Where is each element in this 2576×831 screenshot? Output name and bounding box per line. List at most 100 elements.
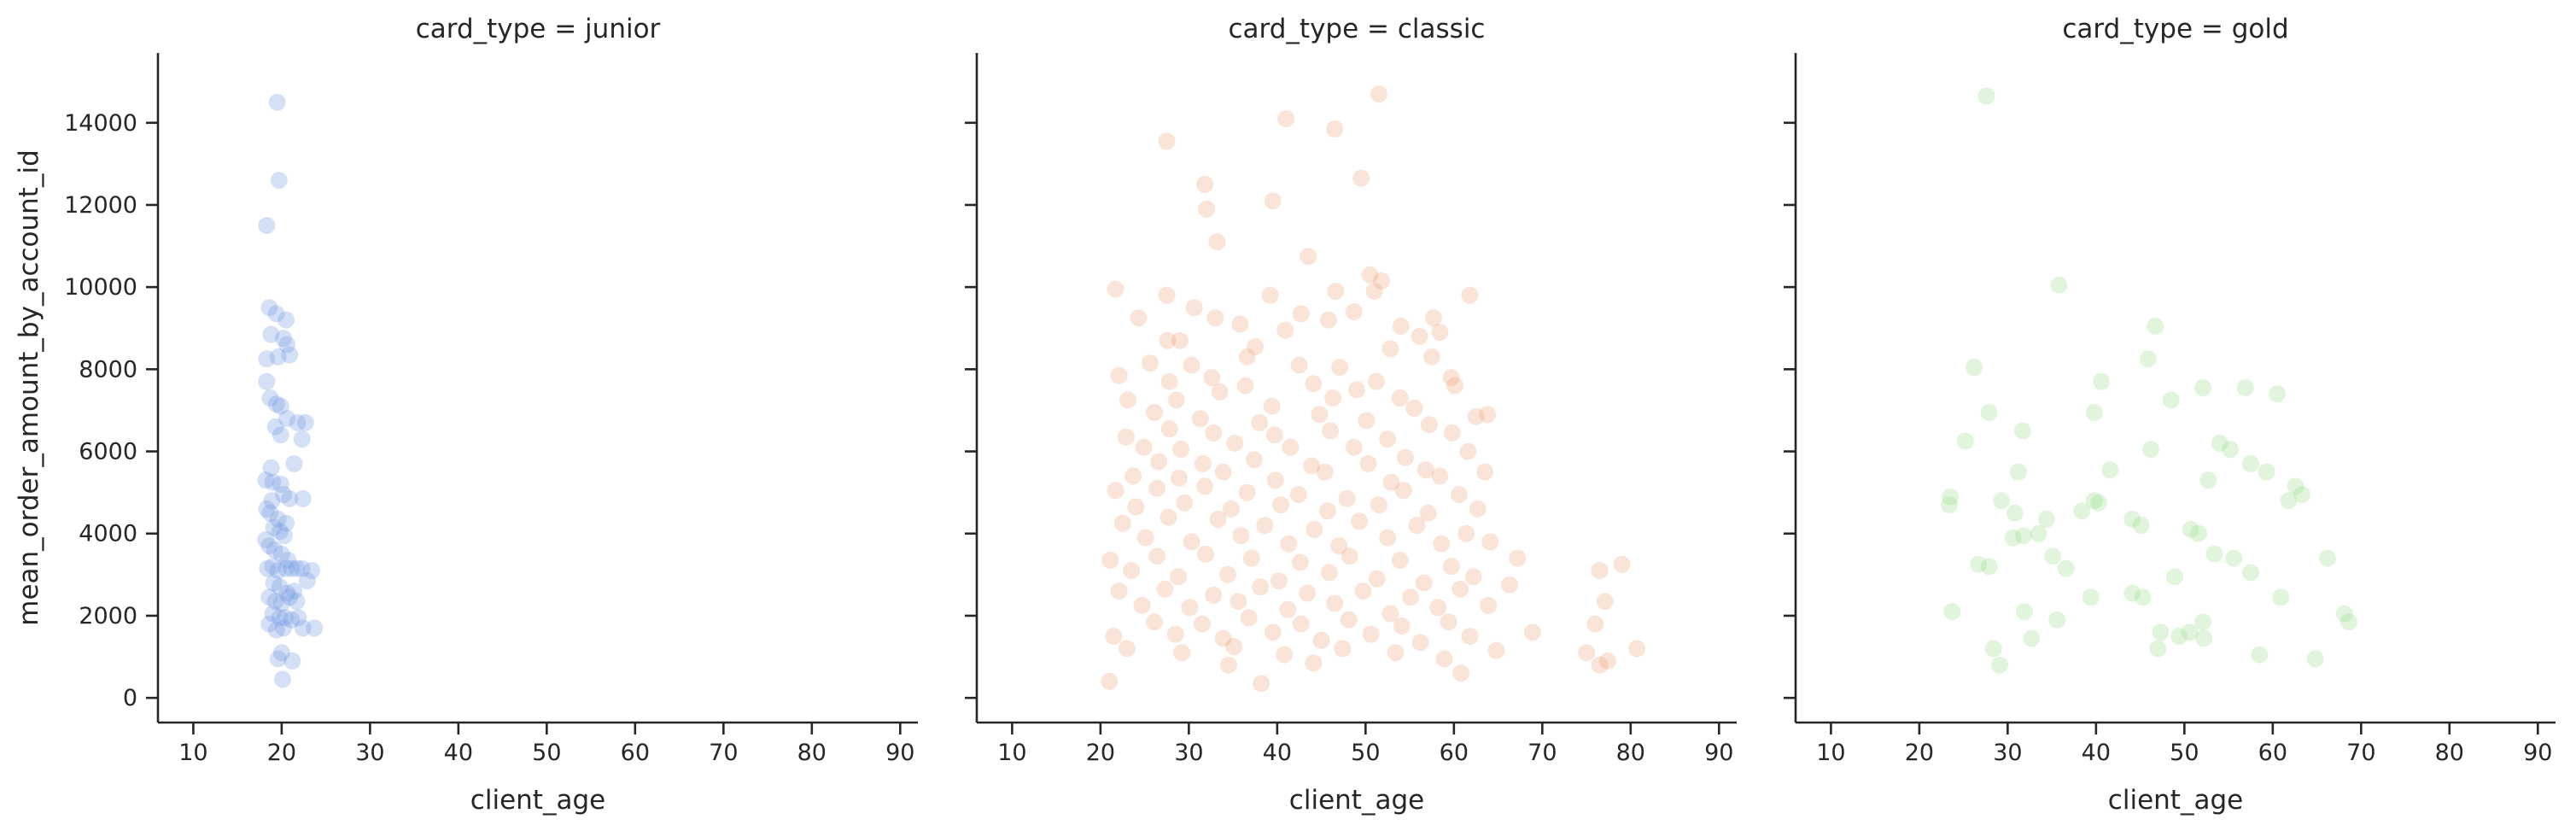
scatter-point [1214,463,1232,481]
scatter-point [1312,631,1330,649]
scatter-point [260,615,278,633]
scatter-point [2152,623,2170,641]
scatter-point [265,518,283,536]
scatter-point [2189,524,2207,542]
scatter-point [1280,535,1298,553]
scatter-point [1159,508,1177,526]
scatter-point [289,609,307,627]
scatter-point [1211,383,1229,401]
scatter-point [1236,377,1254,395]
y-tick-label: 10000 [64,274,137,301]
scatter-point [1480,596,1498,614]
scatter-point [1300,248,1317,266]
scatter-point [1980,558,1998,576]
scatter-point [1133,596,1151,614]
scatter-point [2147,317,2164,335]
scatter-point [2195,629,2213,647]
scatter-point [1452,580,1469,598]
scatter-point [266,593,284,611]
scatter-point [263,492,281,510]
scatter-point [2242,564,2259,582]
x-tick-label: 60 [2258,740,2287,766]
scatter-point [2082,588,2100,606]
scatter-point [2139,350,2157,368]
scatter-point [1291,553,1309,571]
scatter-point [1379,529,1397,547]
scatter-point [2023,629,2041,647]
scatter-point [268,93,286,111]
scatter-point [1381,605,1399,623]
x-tick-label: 20 [267,740,296,766]
scatter-point [1431,467,1449,485]
scatter-point [1146,403,1163,421]
scatter-point [1226,434,1244,452]
scatter-point [273,670,291,688]
scatter-point [1238,483,1256,501]
x-tick-label: 50 [2170,740,2199,766]
scatter-point [1941,496,1959,514]
scatter-point [2132,517,2150,535]
scatter-point [1127,498,1145,516]
scatter-point [2149,640,2167,658]
scatter-point [1290,356,1308,374]
scatter-point [1238,348,1256,366]
x-tick-label: 50 [1351,740,1380,766]
scatter-point [2101,461,2119,479]
x-tick-label: 40 [2082,740,2111,766]
scatter-point [1984,640,2002,658]
scatter-point [1598,652,1616,670]
scatter-point [1338,489,1356,507]
scatter-point [1367,372,1385,390]
scatter-point [1279,600,1297,618]
scatter-point [2016,603,2033,621]
scatter-point [289,413,307,431]
scatter-point [2225,549,2243,567]
scatter-point [2293,486,2310,504]
scatter-point [2222,441,2240,459]
facet-panel-0: card_type = junior 0 2000 4000 6000 8000 10000… [64,14,918,816]
scatter-point [2004,529,2022,547]
scatter-point [277,311,295,329]
scatter-point [1433,535,1451,553]
scatter-point [272,644,290,662]
scatter-point [1183,356,1200,374]
y-tick-label: 2000 [79,603,137,629]
scatter-point [288,559,306,577]
x-tick-label: 10 [1816,740,1845,766]
scatter-point [262,325,280,343]
scatter-point [1305,654,1323,672]
scatter-point [1596,593,1614,611]
scatter-point [1442,369,1460,386]
facet-panel-2: card_type = gold 10 20 30 40 50 60 70 80 90 client… [1784,14,2556,816]
panel-title: card_type = gold [2062,14,2288,44]
scatter-point [2030,524,2047,542]
scatter-point [1387,644,1405,662]
scatter-point [1479,406,1497,424]
x-tick-label: 70 [709,740,738,766]
scatter-point [296,413,314,431]
scatter-point [1980,403,1998,421]
scatter-point [1171,331,1189,349]
scatter-point [1101,672,1119,690]
scatter-point [1196,175,1213,193]
scatter-point [2251,646,2269,664]
scatter-point [1354,582,1372,600]
scatter-point [2142,441,2159,459]
scatter-point [1136,529,1154,547]
scatter-point [1205,586,1223,604]
scatter-point [1351,512,1369,530]
scatter-point [2044,547,2062,565]
scatter-point [2258,463,2275,481]
scatter-point [1523,623,1541,641]
scatter-point [1322,422,1339,440]
scatter-point [1411,327,1428,345]
scatter-point [278,584,296,602]
y-tick-label: 14000 [64,110,137,137]
scatter-point [1242,549,1260,567]
scatter-point [2306,650,2324,668]
scatter-point [1970,555,1988,573]
scatter-point [1348,381,1365,399]
x-tick-label: 10 [178,740,207,766]
x-tick-label: 30 [1174,740,1203,766]
